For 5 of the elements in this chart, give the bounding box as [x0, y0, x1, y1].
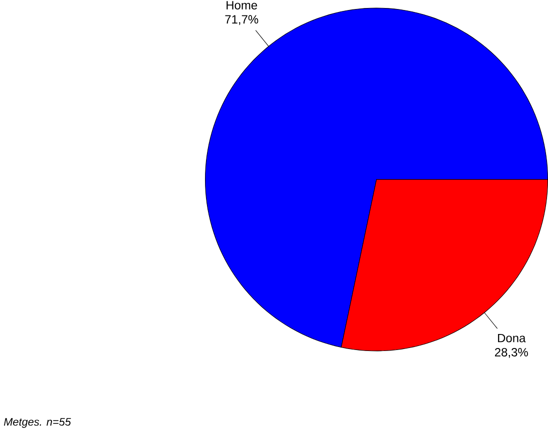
- slice-label: Dona: [498, 334, 526, 342]
- data-label: 71,7%: [225, 14, 258, 25]
- text: Metges. n=55: [4, 418, 71, 428]
- data-label: 28,3%: [494, 348, 528, 358]
- slice-label: Home: [226, 0, 258, 10]
